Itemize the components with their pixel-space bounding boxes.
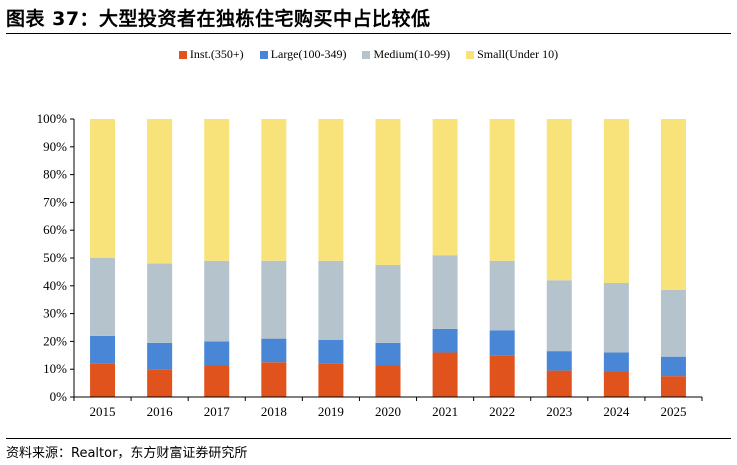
x-tick-label: 2020	[375, 404, 401, 419]
bar-segment	[90, 335, 116, 364]
bar-segment	[204, 341, 230, 366]
bar-segment	[546, 370, 572, 397]
legend-item: Large(100-349)	[259, 47, 347, 62]
bar-segment	[261, 260, 287, 339]
bar-segment	[204, 260, 230, 342]
y-tick-label: 10%	[43, 361, 67, 376]
bar-segment	[147, 342, 173, 370]
bar-segment	[432, 119, 458, 256]
y-tick-label: 70%	[43, 194, 67, 209]
x-tick-label: 2021	[432, 404, 458, 419]
bar-segment	[432, 255, 458, 329]
bar-segment	[90, 119, 116, 258]
x-tick-label: 2025	[660, 404, 686, 419]
bar-segment	[204, 119, 230, 261]
legend-swatch-large	[259, 50, 268, 59]
bar-segment	[318, 340, 344, 364]
bar-segment	[147, 119, 173, 264]
bar-segment	[375, 264, 401, 343]
bar-segment	[318, 260, 344, 341]
y-tick-label: 60%	[43, 222, 67, 237]
bar-segment	[603, 352, 629, 372]
legend: Inst.(350+) Large(100-349) Medium(10-99)…	[0, 47, 737, 62]
bar-segment	[546, 119, 572, 281]
x-tick-label: 2024	[603, 404, 630, 419]
title-rule	[6, 33, 731, 34]
bar-segment	[318, 363, 344, 397]
y-tick-label: 50%	[43, 250, 67, 265]
bar-segment	[489, 260, 515, 331]
bar-segment	[261, 119, 287, 261]
legend-label-large: Large(100-349)	[270, 47, 347, 61]
bar-segment	[660, 119, 686, 290]
bar-segment	[375, 365, 401, 397]
bar-segment	[660, 376, 686, 397]
bar-segment	[318, 119, 344, 261]
bar-segment	[375, 119, 401, 265]
bar-segment	[432, 328, 458, 353]
legend-swatch-inst	[178, 50, 187, 59]
y-tick-label: 20%	[43, 333, 67, 348]
x-tick-label: 2023	[546, 404, 572, 419]
y-tick-label: 100%	[37, 111, 68, 126]
x-tick-label: 2016	[147, 404, 174, 419]
bar-segment	[489, 119, 515, 261]
bar-segment	[489, 330, 515, 356]
bar-segment	[90, 363, 116, 397]
bar-segment	[375, 342, 401, 366]
y-tick-label: 90%	[43, 139, 67, 154]
chart-title: 图表 37：大型投资者在独栋住宅购买中占比较低	[6, 8, 431, 30]
legend-item: Small(Under 10)	[466, 47, 558, 62]
bar-segment	[147, 263, 173, 343]
bar-segment	[660, 289, 686, 357]
y-tick-label: 40%	[43, 278, 67, 293]
legend-item: Medium(10-99)	[362, 47, 450, 62]
x-tick-label: 2019	[318, 404, 344, 419]
bar-segment	[90, 258, 116, 336]
bar-segment	[603, 283, 629, 353]
legend-swatch-medium	[362, 50, 371, 59]
legend-label-small: Small(Under 10)	[477, 47, 559, 61]
legend-label-medium: Medium(10-99)	[373, 47, 451, 61]
bar-segment	[603, 371, 629, 397]
bar-segment	[204, 365, 230, 397]
bar-segment	[489, 355, 515, 397]
y-tick-label: 30%	[43, 306, 67, 321]
bar-segment	[603, 119, 629, 284]
bar-segment	[432, 352, 458, 397]
x-tick-label: 2015	[90, 404, 116, 419]
bar-segment	[660, 356, 686, 377]
legend-swatch-small	[466, 50, 475, 59]
source-note: 资料来源：Realtor，东方财富证券研究所	[6, 446, 248, 461]
legend-item: Inst.(350+)	[178, 47, 244, 62]
legend-label-inst: Inst.(350+)	[189, 47, 244, 61]
bar-segment	[261, 338, 287, 363]
bar-segment	[546, 280, 572, 352]
x-tick-label: 2018	[261, 404, 287, 419]
y-tick-label: 0%	[50, 389, 68, 404]
bar-segment	[147, 369, 173, 397]
bar-segment	[261, 362, 287, 397]
x-tick-label: 2017	[204, 404, 231, 419]
bar-segment	[546, 351, 572, 371]
y-tick-label: 80%	[43, 167, 67, 182]
x-tick-label: 2022	[489, 404, 515, 419]
footer-rule	[6, 438, 731, 439]
